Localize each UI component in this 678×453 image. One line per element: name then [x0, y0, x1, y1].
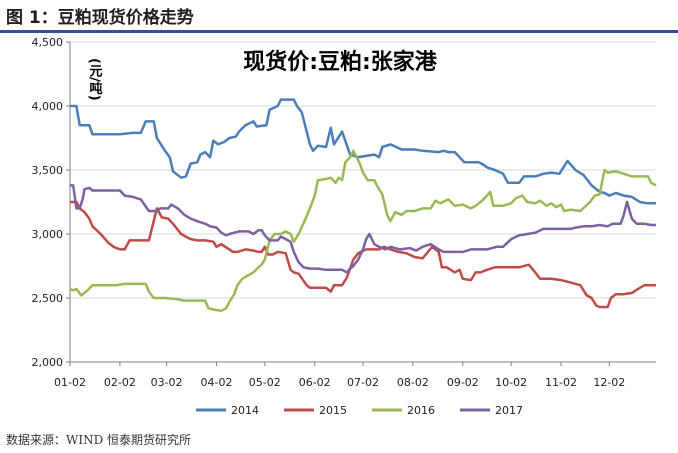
figure-title: 图 1：豆粕现货价格走势 — [6, 8, 194, 28]
y-tick-label: 4,000 — [32, 100, 64, 113]
x-tick-label: 05-02 — [249, 376, 281, 389]
title-rule — [0, 30, 678, 33]
series-lines — [69, 98, 657, 313]
x-tick-label: 06-02 — [299, 376, 331, 389]
y-tick-label: 2,500 — [32, 292, 64, 305]
series-line-2017 — [70, 184, 656, 274]
source-note: 数据来源：WIND 恒泰期货研究所 — [6, 433, 192, 447]
x-tick-label: 03-02 — [151, 376, 183, 389]
x-tick-label: 04-02 — [201, 376, 233, 389]
line-chart: 2,000 2,500 3,000 3,500 4,000 4,500 01-02 02-02… — [32, 36, 657, 417]
y-axis-label: (元/吨) — [87, 58, 103, 101]
x-tick-label: 07-02 — [347, 376, 379, 389]
y-tick-label: 4,500 — [32, 36, 64, 49]
y-tick-label: 2,000 — [32, 356, 64, 369]
axes: 2,000 2,500 3,000 3,500 4,000 4,500 01-02 02-02… — [32, 36, 656, 389]
series-line-2016 — [69, 149, 657, 313]
legend-label-2017: 2017 — [495, 404, 523, 417]
legend-label-2014: 2014 — [231, 404, 259, 417]
legend-label-2015: 2015 — [319, 404, 347, 417]
x-tick-label: 09-02 — [447, 376, 479, 389]
x-tick-label: 10-02 — [495, 376, 527, 389]
x-tick-label: 01-02 — [54, 376, 86, 389]
legend-label-2016: 2016 — [407, 404, 435, 417]
y-tick-label: 3,000 — [32, 228, 64, 241]
chart-title: 现货价:豆粕:张家港 — [243, 49, 438, 75]
x-tick-label: 08-02 — [397, 376, 429, 389]
series-line-2015 — [70, 200, 656, 309]
legend: 2014 2015 2016 2017 — [196, 404, 523, 417]
x-tick-label: 11-02 — [545, 376, 577, 389]
x-tick-label: 02-02 — [104, 376, 136, 389]
x-tick-label: 12-02 — [593, 376, 625, 389]
series-line-2014 — [70, 98, 656, 205]
y-tick-label: 3,500 — [32, 164, 64, 177]
